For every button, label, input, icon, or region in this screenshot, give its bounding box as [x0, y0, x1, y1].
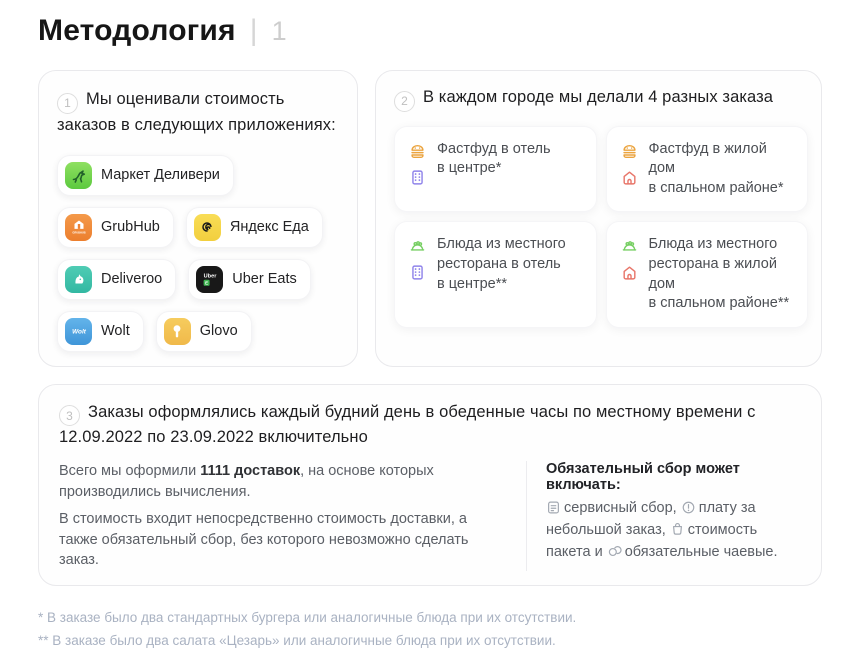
footnotes: * В заказе было два стандартных бургера … [38, 606, 822, 652]
app-badge-grubhub: GRUBHUB GrubHub [57, 206, 174, 248]
svg-text:E: E [205, 280, 208, 285]
house-icon [620, 168, 639, 187]
app-badge-label: Glovo [199, 323, 238, 340]
svg-text:Wolt: Wolt [72, 329, 87, 336]
order-card-restaurant-home: Блюда из местного ресторана в жилой дом … [605, 221, 808, 328]
orders-grid: Фастфуд в отель в центре* [394, 125, 808, 328]
card-apps: 1 Мы оценивали стоимость заказов в следую… [38, 70, 358, 367]
restaurant-dish-icon [620, 237, 639, 256]
burger-icon [620, 142, 639, 161]
hotel-building-icon [408, 168, 427, 187]
app-badge-label: Wolt [101, 323, 130, 340]
package-icon [670, 521, 685, 536]
grubhub-icon: GRUBHUB [65, 213, 92, 241]
order-text: Блюда из местного ресторана в отель в це… [437, 236, 566, 292]
title-divider: | [249, 14, 258, 47]
app-badges: Маркет Деливери GRUBHUB GrubHub [57, 154, 339, 352]
uber-eats-icon: Uber E [196, 265, 224, 293]
order-card-restaurant-hotel: Блюда из местного ресторана в отель в це… [394, 221, 597, 328]
receipt-icon [546, 500, 561, 515]
deliveroo-icon [65, 265, 92, 293]
market-delivery-icon [65, 161, 92, 189]
app-badge-label: GrubHub [101, 219, 160, 236]
house-icon [620, 263, 639, 282]
app-badge-wolt: Wolt Wolt [57, 310, 144, 352]
step-number-badge: 2 [394, 90, 415, 112]
page-title: Методология [38, 14, 236, 47]
card-schedule: 3 Заказы оформлялись каждый будний день в… [38, 383, 822, 586]
coins-icon [607, 543, 622, 558]
mandatory-fees: Обязательный сбор может включать: сервис… [527, 461, 801, 571]
app-badge-label: Deliveroo [101, 271, 163, 288]
info-icon [681, 500, 696, 515]
deliveries-summary: Всего мы оформили 1111 доставок, на осно… [59, 461, 527, 571]
app-badge-label: Яндекс Еда [229, 219, 309, 236]
restaurant-dish-icon [408, 237, 427, 256]
svg-text:Uber: Uber [203, 274, 217, 280]
yandex-eda-icon [193, 213, 221, 241]
deliveries-paragraph: Всего мы оформили 1111 доставок, на осно… [59, 463, 434, 500]
top-cards-row: 1 Мы оценивали стоимость заказов в следую… [38, 70, 822, 367]
fees-heading: Обязательный сбор может включать: [546, 461, 740, 494]
svg-text:GRUBHUB: GRUBHUB [72, 230, 85, 234]
app-badge-market-delivery: Маркет Деливери [57, 154, 234, 196]
deliveries-count: 1111 доставок [200, 463, 301, 480]
footnote-burgers: * В заказе было два стандартных бургера … [38, 609, 577, 625]
step-number-badge: 3 [59, 405, 80, 427]
app-badge-uber-eats: Uber E Uber Eats [188, 258, 311, 300]
card-orders: 2 В каждом городе мы делали 4 разных зака… [375, 70, 822, 367]
card-schedule-heading: 3 Заказы оформлялись каждый будний день в… [59, 401, 801, 450]
app-badge-label: Uber Eats [232, 271, 297, 288]
app-badge-deliveroo: Deliveroo [57, 258, 177, 300]
card-apps-heading: 1 Мы оценивали стоимость заказов в следую… [57, 88, 339, 137]
page-number: 1 [271, 16, 287, 46]
card-schedule-body: Всего мы оформили 1111 доставок, на осно… [59, 461, 801, 571]
card-schedule-heading-text: Заказы оформлялись каждый будний день в … [59, 402, 756, 447]
order-text: Блюда из местного ресторана в жилой дом … [648, 236, 790, 312]
footnote-salads: ** В заказе было два салата «Цезарь» или… [38, 633, 556, 649]
burger-icon [408, 142, 427, 161]
order-text: Фастфуд в жилой дом в спальном районе* [648, 140, 784, 196]
order-card-fastfood-home: Фастфуд в жилой дом в спальном районе* [605, 125, 808, 213]
card-apps-heading-text: Мы оценивали стоимость заказов в следующ… [57, 90, 336, 134]
card-orders-heading-text: В каждом городе мы делали 4 разных заказ… [423, 88, 774, 106]
wolt-icon: Wolt [65, 317, 92, 345]
card-orders-heading: 2 В каждом городе мы делали 4 разных зака… [394, 86, 808, 112]
step-number-badge: 1 [57, 92, 78, 114]
cost-paragraph: В стоимость входит непосредственно стоим… [59, 511, 469, 569]
app-badge-label: Маркет Деливери [101, 167, 220, 184]
glovo-icon [163, 317, 191, 345]
order-card-fastfood-hotel: Фастфуд в отель в центре* [394, 125, 597, 213]
page-header: Методология | 1 [38, 14, 822, 48]
hotel-building-icon [408, 263, 427, 282]
app-badge-glovo: Glovo [155, 310, 252, 352]
fees-list: сервисный сбор, плату за небольшой заказ… [546, 500, 778, 560]
app-badge-yandex-eda: Яндекс Еда [185, 206, 323, 248]
order-text: Фастфуд в отель в центре* [437, 140, 551, 177]
